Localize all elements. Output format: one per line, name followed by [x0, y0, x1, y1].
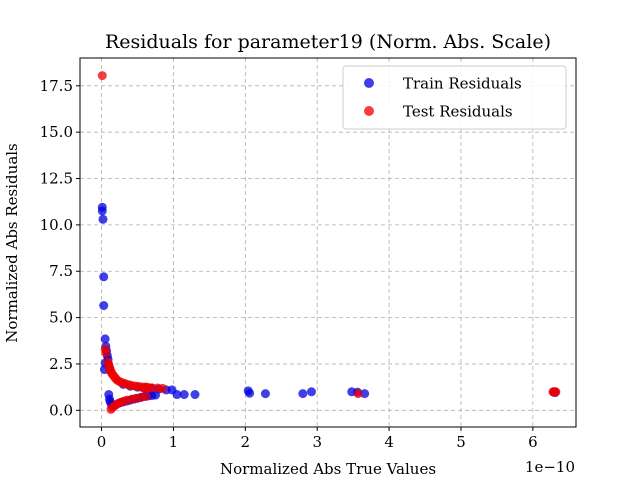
test-point: [353, 389, 363, 399]
y-tick-label: 15.0: [40, 123, 73, 141]
x-tick-label: 5: [456, 433, 466, 451]
x-tick-label: 6: [528, 433, 538, 451]
legend-label-test: Test Residuals: [403, 103, 513, 121]
x-axis-offset-label: 1e−10: [525, 458, 575, 476]
train-point: [100, 334, 110, 344]
y-tick-label: 17.5: [40, 77, 73, 95]
plot-area: 0 1 2 3 4 5 6 0.0 2.5 5.0 7.5 10.0 12.5 15.0 17.5: [40, 57, 577, 451]
x-axis-label: Normalized Abs True Values: [220, 460, 436, 478]
train-point: [360, 389, 370, 399]
train-point: [306, 387, 316, 397]
train-point: [97, 206, 107, 216]
train-point: [190, 390, 200, 400]
train-point: [98, 214, 108, 224]
y-tick-label: 5.0: [49, 309, 73, 327]
x-tick-label: 1: [169, 433, 179, 451]
train-point: [179, 390, 189, 400]
train-point: [99, 301, 109, 311]
legend: Train Residuals Test Residuals: [342, 65, 567, 130]
axes-frame: [79, 57, 577, 428]
x-tick-label: 2: [241, 433, 251, 451]
train-point: [298, 389, 308, 399]
test-point: [551, 387, 561, 397]
test-point: [97, 71, 107, 81]
chart-title: Residuals for parameter19 (Norm. Abs. Sc…: [105, 31, 551, 53]
legend-marker-test: [364, 106, 374, 116]
test-point: [158, 383, 168, 393]
y-tick-label: 2.5: [49, 355, 73, 373]
x-tick-label: 0: [97, 433, 107, 451]
y-tick-label: 0.0: [49, 401, 73, 419]
train-point: [245, 388, 255, 398]
y-tick-label: 7.5: [49, 262, 73, 280]
train-point: [99, 272, 109, 282]
legend-label-train: Train Residuals: [403, 75, 522, 93]
test-point: [101, 348, 111, 358]
y-tick-label: 12.5: [40, 170, 73, 188]
train-point: [172, 390, 182, 400]
x-tick-label: 3: [312, 433, 322, 451]
test-point: [141, 391, 151, 401]
legend-marker-train: [364, 78, 374, 88]
test-point: [141, 382, 151, 392]
y-tick-label: 10.0: [40, 216, 73, 234]
train-point: [260, 389, 270, 399]
x-tick-label: 4: [384, 433, 394, 451]
y-axis-label: Normalized Abs Residuals: [3, 143, 21, 343]
legend-box: [342, 65, 567, 130]
